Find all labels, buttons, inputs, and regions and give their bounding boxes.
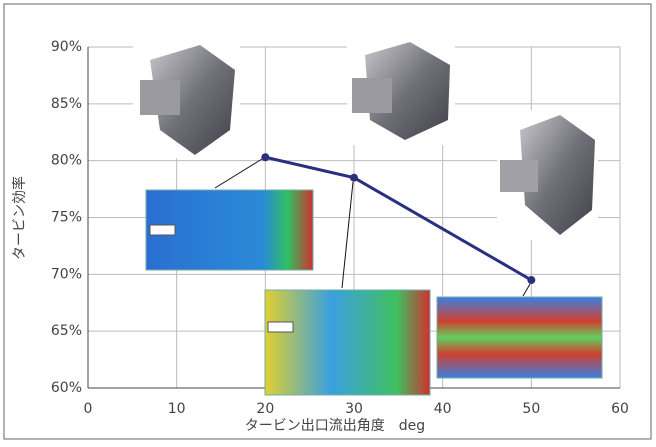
turbine-image: [347, 38, 455, 145]
y-tick-label: 85%: [51, 96, 82, 112]
cfd-image: [146, 190, 313, 270]
y-tick-label: 65%: [51, 323, 82, 339]
chart: タービン効率 タービン出口流出角度 deg 60% 65% 70% 75% 80% 85%…: [0, 0, 656, 443]
marker: [261, 153, 269, 161]
turbine-image: [133, 42, 240, 158]
y-tick-label: 60%: [51, 380, 82, 396]
page: {"chart_data": {"type": "line", "x_label…: [0, 0, 656, 447]
x-tick-label: 30: [345, 401, 363, 417]
y-tick-label: 75%: [51, 210, 82, 226]
x-axis-title: タービン出口流出角度 deg: [245, 418, 425, 434]
y-tick-label: 80%: [51, 153, 82, 169]
y-tick-label: 90%: [51, 39, 82, 55]
y-tick-label: 70%: [51, 266, 82, 282]
x-tick-label: 40: [434, 401, 452, 417]
y-axis-title: タービン効率: [11, 176, 28, 260]
turbine-image: [497, 110, 598, 240]
cfd-image: [437, 297, 602, 378]
cfd-image: [265, 290, 430, 395]
marker: [527, 276, 535, 284]
x-tick-label: 10: [168, 401, 186, 417]
x-tick-label: 20: [256, 401, 274, 417]
x-tick-label: 60: [611, 401, 629, 417]
marker: [350, 174, 358, 182]
x-tick-label: 50: [522, 401, 540, 417]
x-tick-label: 0: [84, 401, 93, 417]
